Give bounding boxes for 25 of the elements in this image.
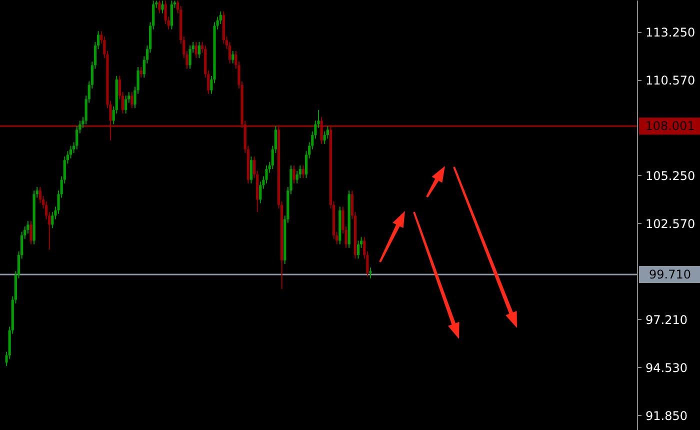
- ref-line-label: 99.710: [649, 268, 691, 282]
- candlestick: [292, 164, 296, 184]
- y-tick-label: 97.210: [646, 312, 688, 327]
- y-tick-label: 91.850: [646, 408, 688, 423]
- candlestick: [302, 164, 305, 179]
- y-tick-label: 102.570: [646, 216, 696, 231]
- candlestick: [140, 66, 142, 78]
- candlestick: [30, 220, 32, 245]
- ref-line-label: 108.001: [645, 119, 695, 134]
- y-tick-label: 113.250: [646, 26, 696, 40]
- candlestick: [194, 41, 198, 59]
- candlestick: [369, 267, 372, 279]
- candlestick: [250, 156, 253, 184]
- candlestick: [170, 0, 173, 30]
- y-tick-label: 110.570: [646, 74, 696, 88]
- candlestick: [232, 50, 234, 64]
- candlestick: [188, 44, 192, 70]
- candlestick: [158, 0, 161, 14]
- y-tick-label: 94.530: [646, 360, 688, 375]
- y-tick-label: 105.250: [646, 168, 696, 183]
- candlestick: [356, 240, 360, 260]
- candlestick: [130, 92, 134, 109]
- candlestick: [198, 41, 201, 59]
- candlestick: [124, 95, 128, 114]
- candlestick: [161, 0, 164, 14]
